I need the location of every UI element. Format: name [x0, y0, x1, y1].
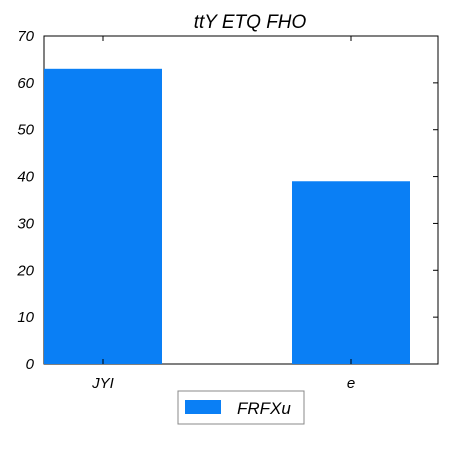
- bar-e: [292, 181, 410, 364]
- legend-label: FRFXu: [237, 399, 291, 418]
- y-tick-label: 0: [26, 356, 35, 373]
- y-tick-label: 10: [17, 309, 34, 326]
- legend: FRFXu: [177, 390, 305, 425]
- bar-JYI: [44, 68, 162, 365]
- y-tick-label: 70: [17, 28, 34, 45]
- x-axis: JYI e: [91, 36, 355, 392]
- x-tick-label: e: [347, 375, 355, 392]
- chart-title: ttY ETQ FHO: [194, 12, 307, 33]
- x-tick-label: JYI: [91, 375, 114, 392]
- y-tick-label: 40: [17, 169, 34, 186]
- bar-group: [44, 68, 410, 365]
- legend-swatch: [185, 400, 221, 414]
- y-tick-label: 60: [17, 75, 34, 92]
- y-tick-label: 20: [16, 262, 34, 279]
- legend-box: [177, 390, 305, 425]
- y-tick-label: 50: [17, 122, 34, 139]
- y-tick-label: 30: [17, 215, 34, 232]
